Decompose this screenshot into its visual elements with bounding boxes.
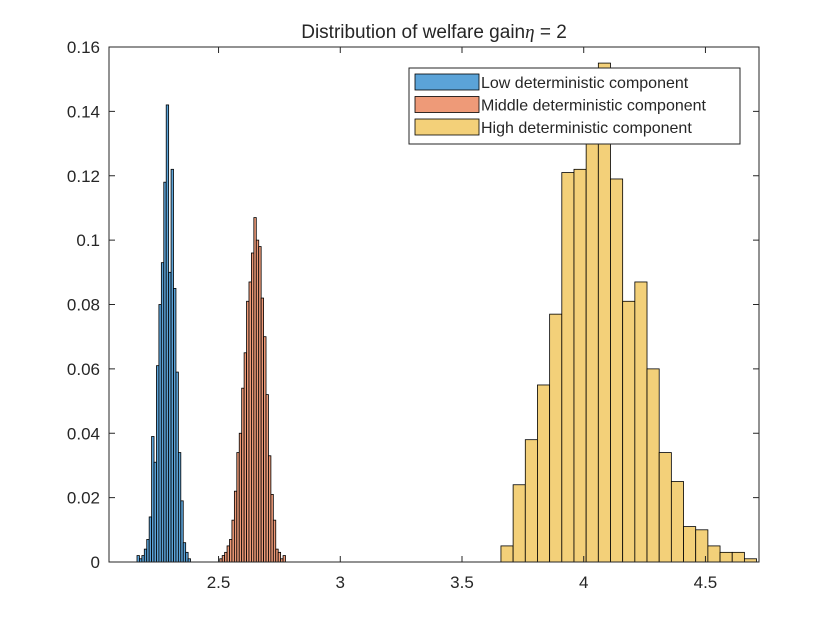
histogram-bar bbox=[634, 281, 648, 563]
plot-area-border bbox=[108, 46, 760, 563]
histogram-bar bbox=[537, 384, 551, 563]
histogram-bar bbox=[622, 300, 636, 563]
histogram-bar bbox=[658, 452, 672, 563]
y-tick-label: 0.04 bbox=[67, 424, 100, 443]
y-tick-label: 0.12 bbox=[67, 167, 100, 186]
chart-title-suffix: = 2 bbox=[535, 22, 567, 43]
histogram-bar bbox=[731, 551, 745, 563]
legend-label: High deterministic component bbox=[481, 120, 692, 137]
histogram-bar bbox=[610, 178, 624, 563]
y-tick-label: 0.06 bbox=[67, 360, 100, 379]
legend: Low deterministic component Middle determ… bbox=[408, 67, 741, 145]
chart-title-symbol: η bbox=[525, 22, 534, 43]
histogram-bar bbox=[683, 526, 697, 563]
histogram-bar bbox=[585, 78, 599, 563]
histogram-bar bbox=[282, 555, 286, 563]
legend-label: Middle deterministic component bbox=[481, 98, 707, 115]
legend-swatch bbox=[414, 73, 480, 91]
y-tick-label: 0 bbox=[91, 553, 100, 572]
x-tick-label: 2.5 bbox=[207, 573, 231, 592]
y-tick-label: 0.16 bbox=[67, 38, 100, 57]
x-tick-label: 3.5 bbox=[450, 573, 474, 592]
histogram-bar bbox=[512, 484, 526, 563]
chart-title: Distribution of welfare gainη = 2 bbox=[301, 22, 567, 43]
legend-swatch bbox=[414, 118, 480, 136]
histogram-bar bbox=[561, 172, 575, 563]
y-tick-label: 0.02 bbox=[67, 489, 100, 508]
histogram-bar bbox=[646, 368, 660, 563]
histogram-bar bbox=[670, 481, 684, 563]
y-tick-label: 0.14 bbox=[67, 102, 100, 121]
legend-label: Low deterministic component bbox=[481, 75, 689, 92]
histogram-bar bbox=[695, 529, 709, 563]
x-tick-label: 4.5 bbox=[694, 573, 718, 592]
histogram-bar bbox=[524, 439, 538, 563]
histogram-bar bbox=[719, 551, 733, 563]
chart-title-text: Distribution of welfare gain bbox=[301, 22, 525, 43]
x-axis: 2.5 3 3.5 4 4.5 bbox=[207, 47, 718, 592]
x-tick-label: 4 bbox=[579, 573, 588, 592]
histogram-bar bbox=[500, 545, 514, 563]
x-tick-label: 3 bbox=[336, 573, 345, 592]
legend-swatch bbox=[414, 96, 480, 113]
y-tick-label: 0.1 bbox=[76, 231, 100, 250]
histogram-bar bbox=[573, 168, 587, 563]
histogram-bar bbox=[549, 313, 563, 563]
histogram-bar bbox=[707, 545, 721, 563]
y-axis: 0 0.02 0.04 0.06 0.08 0.1 0.12 0.14 0.16 bbox=[67, 38, 759, 572]
y-tick-label: 0.08 bbox=[67, 296, 100, 315]
